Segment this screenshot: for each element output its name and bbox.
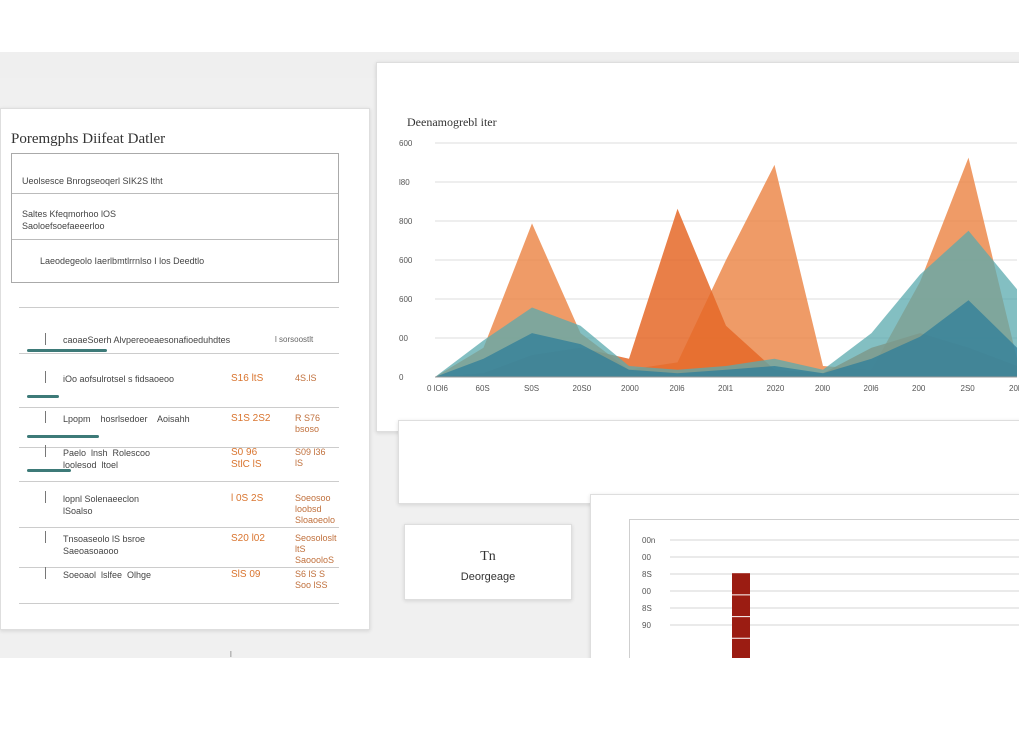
info-row: Laeodegeolo Iaerlbmtlrrnlso I los Deedtl… [40, 256, 205, 266]
footer-tick: l [230, 650, 232, 659]
list-item[interactable]: Paelo lnsh Rolescoo loolesod ltoel S0 96 … [19, 445, 339, 485]
chart-title: Deenamogrebl iter [407, 115, 497, 129]
list-item[interactable]: Lpopm hosrlsedoer Aoisahh S1S 2S2 R S76 bs… [19, 411, 339, 451]
info-row: Ueolsesce Bnrogseoqerl SIK2S ltht [12, 154, 338, 194]
summary-strip [398, 420, 1019, 504]
row-label: Paelo lnsh Rolescoo loolesod ltoel [63, 448, 151, 470]
divider [19, 527, 339, 528]
x-tick-label: 200 [912, 384, 926, 393]
list-item[interactable]: Soeoaol lslfee Olhge SlS 09 S6 lS S Soo lS… [19, 567, 339, 607]
x-tick-label: 2000 [621, 384, 639, 393]
row-secondary-value: 4S.lS [295, 373, 317, 383]
tick-mark [45, 531, 46, 543]
tick-mark [45, 333, 46, 345]
tick-mark [45, 491, 46, 503]
list-item[interactable]: lopnl Solenaeeclon lSoalso l 0S 2S Soeosoo… [19, 491, 339, 531]
row-label: Soeoaol lslfee Olhge [63, 570, 152, 580]
x-tick-label: 20l [1009, 384, 1019, 393]
x-tick-label: 20l6 [864, 384, 880, 393]
progress-bar [27, 395, 59, 398]
divider [19, 353, 339, 354]
x-tick-label: 0 lOl6 [427, 384, 448, 393]
y-tick-label: 800 [399, 217, 413, 226]
panel-title: Poremgphs Diifeat Datler [11, 131, 166, 147]
row-label: iOo aofsulrotsel s fidsaoeoo [63, 374, 175, 384]
progress-bar [27, 469, 71, 472]
divider [19, 481, 339, 482]
y-tick-label: 600 [399, 295, 413, 304]
tick-mark [45, 371, 46, 383]
x-tick-label: 20S0 [573, 384, 592, 393]
bar-chart: 00n 00 8S 00 8S 90 [642, 536, 1019, 660]
x-tick-label: 60S [476, 384, 490, 393]
row-value: S16 ltS [231, 373, 264, 384]
kpi-card[interactable]: Tn Deorgeage [404, 524, 572, 600]
y-tick-label: 600 [399, 139, 413, 148]
y-tick-label: 8S [642, 604, 652, 613]
kpi-subtitle: Deorgeage [460, 571, 516, 583]
divider [19, 407, 339, 408]
info-row: Saltes Kfeqmorhoo lOS Saoloefsoefaeeerlo… [12, 194, 338, 240]
row-secondary-value: Seosoloslt ltS SaoooloS [295, 533, 337, 565]
area-series-3 [435, 300, 1017, 377]
divider [19, 567, 339, 568]
page-footer-area [0, 658, 1019, 732]
row-value: S20 l02 [231, 533, 265, 544]
row-value: S0 96 StlC lS [231, 447, 262, 470]
bar-chart-frame: 00n 00 8S 00 8S 90 [629, 519, 1019, 660]
kpi-title: Tn [480, 549, 496, 564]
x-tick-label: 20l1 [718, 384, 734, 393]
row-value: S1S 2S2 [231, 413, 271, 424]
tick-mark [45, 567, 46, 579]
y-tick-label: 600 [399, 256, 413, 265]
x-tick-label: 20l6 [670, 384, 686, 393]
tick-mark [45, 411, 46, 423]
main-chart-card: Deenamogrebl iter 0 00 600 600 800 l80 600 0 lO… [376, 62, 1019, 432]
y-tick-label: 00 [642, 553, 651, 562]
progress-bar [27, 435, 99, 438]
divider [19, 307, 339, 308]
row-secondary-value: S09 l36 lS [295, 447, 326, 468]
y-tick-label: 00 [642, 587, 651, 596]
list-item[interactable]: Tnsoaseolo lS bsroe Saeoasoaooo S20 l02 Se… [19, 531, 339, 571]
x-tick-label: S0S [524, 384, 539, 393]
y-tick-label: 8S [642, 570, 652, 579]
data-table-panel: Poremgphs Diifeat Datler Ueolsesce Bnrog… [0, 108, 370, 630]
divider [19, 447, 339, 448]
row-label: Tnsoaseolo lS bsroe Saeoasoaooo [63, 534, 146, 556]
list-header: caoaeSoerh Alvpereoeaesonafioeduhdtes l … [19, 333, 339, 373]
list-item[interactable]: iOo aofsulrotsel s fidsaoeoo S16 ltS 4S.lS [19, 371, 339, 411]
tick-mark [45, 445, 46, 457]
y-tick-label: 90 [642, 621, 651, 630]
row-label: lopnl Solenaeeclon lSoalso [63, 494, 140, 516]
row-label: Lpopm hosrlsedoer Aoisahh [63, 414, 190, 424]
divider [19, 603, 339, 604]
row-secondary-value: S6 lS S Soo lSS [295, 569, 328, 590]
y-tick-label: l80 [399, 178, 410, 187]
row-value: SlS 09 [231, 569, 261, 580]
x-tick-label: 20l0 [815, 384, 831, 393]
area-series-0 [435, 157, 1017, 377]
area-series-2 [435, 230, 1017, 377]
row-secondary-value: Soeosoo loobsd Sloaoeolo [295, 493, 336, 525]
row-value: l 0S 2S [231, 493, 264, 504]
row-secondary-value: R S76 bsoso [295, 413, 321, 434]
bar-chart-card: 00n 00 8S 00 8S 90 [590, 494, 1019, 660]
progress-bar [27, 349, 107, 352]
x-tick-label: 2S0 [961, 384, 976, 393]
y-tick-label: 0 [399, 373, 404, 382]
y-tick-label: 00n [642, 536, 655, 545]
y-tick-label: 00 [399, 334, 408, 343]
x-tick-label: 2020 [767, 384, 785, 393]
info-box: Ueolsesce Bnrogseoqerl SIK2S ltht Saltes… [11, 153, 339, 283]
